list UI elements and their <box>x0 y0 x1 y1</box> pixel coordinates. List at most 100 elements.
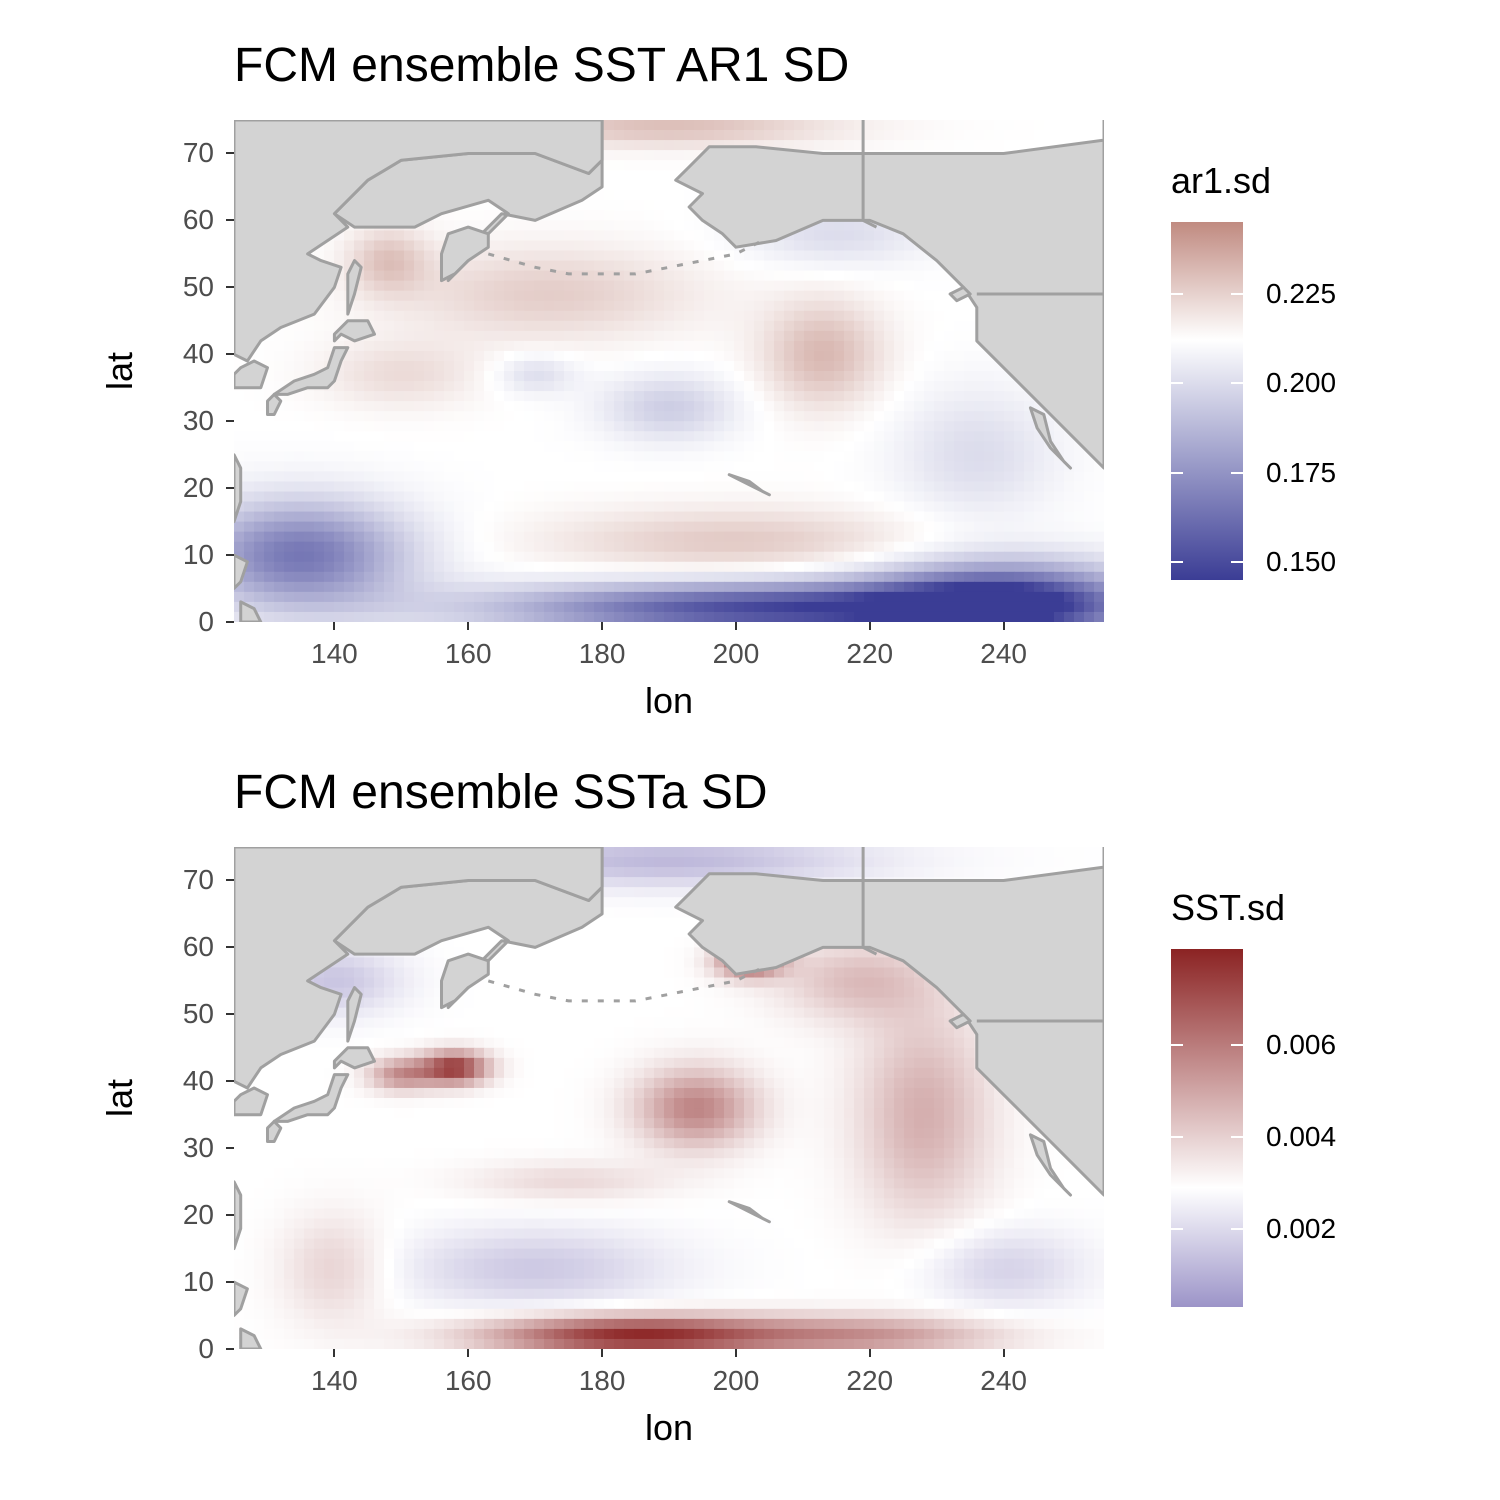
heatmap-cell <box>724 847 735 858</box>
heatmap-cell <box>324 551 335 563</box>
heatmap-cell <box>744 260 755 272</box>
heatmap-cell <box>304 340 315 352</box>
heatmap-cell <box>684 521 695 533</box>
heatmap-cell <box>334 511 345 523</box>
heatmap-cell <box>654 130 665 141</box>
heatmap-cell <box>534 471 545 483</box>
x-tick-label: 240 <box>980 638 1027 669</box>
heatmap-cell <box>1004 411 1015 422</box>
border-line <box>862 219 878 229</box>
heatmap-cell <box>404 310 415 322</box>
heatmap-cell <box>454 290 465 302</box>
heatmap-cell <box>304 551 315 563</box>
heatmap-cell <box>744 401 755 412</box>
heatmap-cell <box>684 431 695 442</box>
heatmap-cell <box>894 371 905 382</box>
heatmap-cell <box>934 320 945 332</box>
heatmap-cell <box>924 847 935 858</box>
heatmap-cell <box>634 381 645 392</box>
heatmap-cell <box>884 300 895 312</box>
heatmap-cell <box>344 260 355 272</box>
heatmap-cell <box>964 120 975 131</box>
heatmap-cell <box>324 491 335 503</box>
heatmap-cell <box>724 310 735 322</box>
heatmap-cell <box>874 541 885 553</box>
heatmap-cell <box>894 230 905 242</box>
heatmap-cell <box>584 240 595 252</box>
heatmap-cell <box>594 200 605 211</box>
heatmap-cell <box>724 531 735 543</box>
heatmap-cell <box>274 501 285 513</box>
heatmap-cell <box>504 441 515 452</box>
x-tick-label: 200 <box>712 638 760 669</box>
heatmap-cell <box>494 340 505 352</box>
heatmap-cell <box>964 531 975 543</box>
heatmap-cell <box>894 240 905 252</box>
heatmap-cell <box>654 581 665 593</box>
heatmap-cell <box>864 581 875 593</box>
heatmap-cell <box>364 581 375 593</box>
heatmap-cell <box>304 601 315 613</box>
heatmap-cell <box>704 451 715 462</box>
heatmap-cell <box>924 521 935 533</box>
heatmap-cell <box>314 360 325 372</box>
heatmap-cell <box>544 350 555 362</box>
heatmap-cell <box>304 471 315 483</box>
heatmap-cell <box>364 451 375 462</box>
heatmap-cell <box>674 481 685 493</box>
heatmap-cell <box>824 867 835 878</box>
heatmap-cell <box>764 501 775 513</box>
heatmap-cell <box>424 421 435 432</box>
heatmap-cell <box>1014 857 1025 868</box>
heatmap-cell <box>774 591 785 603</box>
heatmap-cell <box>394 290 405 302</box>
heatmap-cell <box>424 360 435 372</box>
heatmap-cell <box>924 140 935 151</box>
heatmap-cell <box>284 330 295 342</box>
heatmap-cell <box>684 571 695 583</box>
heatmap-cell <box>1004 541 1015 553</box>
heatmap-cell <box>254 531 265 543</box>
heatmap-cell <box>804 300 815 312</box>
heatmap-cell <box>464 611 475 622</box>
heatmap-cell <box>714 481 725 493</box>
heatmap-cell <box>414 230 425 242</box>
heatmap-cell <box>894 481 905 493</box>
heatmap-cell <box>284 521 295 533</box>
heatmap-cell <box>844 551 855 563</box>
heatmap-cell <box>1074 501 1085 513</box>
heatmap-cell <box>594 501 605 513</box>
heatmap-cell <box>594 260 605 272</box>
heatmap-cell <box>414 561 425 573</box>
heatmap-cell <box>594 531 605 543</box>
heatmap-cell <box>774 491 785 503</box>
heatmap-cell <box>244 511 255 523</box>
heatmap-cell <box>924 471 935 483</box>
heatmap-cell <box>1014 611 1025 622</box>
heatmap-cell <box>364 280 375 292</box>
heatmap-cell <box>304 360 315 372</box>
heatmap-cell <box>524 541 535 553</box>
heatmap-cell <box>654 601 665 613</box>
heatmap-cell <box>604 240 615 252</box>
heatmap-cell <box>844 250 855 262</box>
heatmap-cell <box>574 501 585 513</box>
heatmap-cell <box>1094 581 1104 593</box>
heatmap-cell <box>1024 451 1035 462</box>
heatmap-cell <box>654 877 665 888</box>
heatmap-cell <box>924 431 935 442</box>
heatmap-cell <box>774 250 785 262</box>
heatmap-cell <box>424 401 435 412</box>
heatmap-cell <box>1004 471 1015 483</box>
heatmap-cell <box>744 330 755 342</box>
heatmap-cell <box>974 511 985 523</box>
heatmap-cell <box>694 471 705 483</box>
heatmap-cell <box>984 501 995 513</box>
heatmap-cell <box>424 441 435 452</box>
heatmap-cell <box>1024 857 1035 868</box>
heatmap-cell <box>824 411 835 422</box>
heatmap-cell <box>274 431 285 442</box>
x-tick-label: 140 <box>311 638 358 669</box>
heatmap-cell <box>314 551 325 563</box>
heatmap-cell <box>694 847 705 858</box>
